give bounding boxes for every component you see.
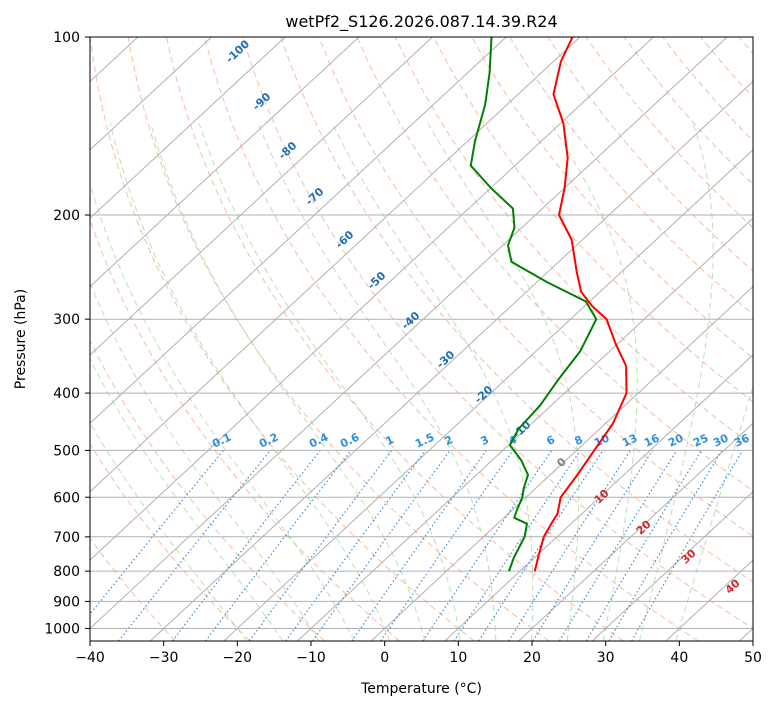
x-tick-label: 50 xyxy=(744,650,762,666)
x-tick-label: −10 xyxy=(296,650,326,666)
mixing-ratio-line xyxy=(422,450,553,641)
mixing-ratio-label: 25 xyxy=(691,431,710,449)
x-tick-label: −20 xyxy=(223,650,253,666)
x-tick-label: 0 xyxy=(380,650,389,666)
isotherm-line xyxy=(90,37,360,288)
mixing-ratio-label: 13 xyxy=(620,431,639,449)
isotherm-line xyxy=(297,217,753,641)
moist-adiabat xyxy=(90,282,320,641)
x-tick-label: −30 xyxy=(149,650,179,666)
y-tick-label: 800 xyxy=(53,564,80,580)
mixing-ratio-line xyxy=(312,450,451,641)
pressure-grid xyxy=(90,214,753,629)
x-tick-label: 10 xyxy=(449,650,467,666)
moist-adiabat xyxy=(90,357,284,641)
mixing-ratio-line xyxy=(118,450,271,641)
isotherm-line xyxy=(90,37,654,561)
y-tick-label: 900 xyxy=(53,594,80,610)
mixing-ratio-label: 30 xyxy=(711,431,731,449)
y-tick-label: 200 xyxy=(53,208,80,224)
isotherm-line xyxy=(518,422,753,641)
y-axis-title: Pressure (hPa) xyxy=(13,289,29,389)
dry-adiabat xyxy=(433,37,753,403)
dry-adiabat xyxy=(90,218,400,641)
isotherm-line xyxy=(90,37,728,630)
dry-adiabat xyxy=(127,37,550,641)
y-tick-label: 600 xyxy=(53,490,80,506)
mixing-ratio-line xyxy=(205,450,352,641)
mixing-ratio-line xyxy=(351,450,487,641)
dry-adiabat xyxy=(471,37,753,359)
x-tick-label: 30 xyxy=(597,650,615,666)
profile-series xyxy=(469,37,628,572)
dry-adiabat xyxy=(204,37,699,641)
dry-adiabat xyxy=(280,37,753,583)
mixing-ratio-line xyxy=(380,450,514,641)
y-tick-label: 100 xyxy=(53,30,80,46)
x-axis-title: Temperature (°C) xyxy=(360,681,482,697)
y-tick-label: 500 xyxy=(53,443,80,459)
dry-adiabat xyxy=(394,37,753,447)
mixing-ratio-line xyxy=(558,450,678,641)
dry-adiabat xyxy=(242,37,753,630)
isotherm-line xyxy=(90,37,212,151)
y-tick-label: 1000 xyxy=(44,621,80,637)
isotherm-line xyxy=(591,491,753,641)
mixing-ratio-label: 36 xyxy=(732,431,752,449)
isotherm-line xyxy=(90,37,286,219)
mixing-ratio-line xyxy=(285,450,426,641)
isotherm-line xyxy=(370,285,753,641)
mixing-ratio-line xyxy=(453,450,581,641)
temperature-profile-line xyxy=(533,37,628,572)
mixing-ratio-line xyxy=(508,450,631,641)
x-axis: −40 −30 −20 −10 0 10 20 30 40 50 xyxy=(75,641,762,666)
mixing-ratio-label: 16 xyxy=(642,431,662,449)
dry-adiabat xyxy=(90,442,251,641)
dry-adiabat xyxy=(165,37,624,641)
isotherm-line xyxy=(149,80,753,641)
isotherm-line xyxy=(90,37,581,493)
dry-adiabat xyxy=(356,37,753,492)
y-tick-label: 400 xyxy=(53,386,80,402)
y-tick-label: 300 xyxy=(53,312,80,328)
y-tick-label: 700 xyxy=(53,530,80,546)
mixing-ratio-line xyxy=(478,450,604,641)
chart-title: wetPf2_S126.2026.087.14.39.R24 xyxy=(285,12,557,32)
isotherm-line xyxy=(223,149,753,641)
plot-frame xyxy=(89,36,754,642)
isotherm-line xyxy=(90,37,507,425)
x-tick-label: −40 xyxy=(75,650,105,666)
x-tick-label: 20 xyxy=(523,650,541,666)
isotherm-line xyxy=(444,354,753,641)
mixing-ratio-line xyxy=(90,450,224,616)
mixing-ratio-label: 20 xyxy=(666,431,686,449)
dewpoint-profile-line xyxy=(469,37,598,572)
y-axis: 100 200 300 400 500 600 700 800 900 1000 xyxy=(44,30,90,637)
mixing-ratio-line xyxy=(248,450,393,641)
x-tick-label: 40 xyxy=(670,650,688,666)
isotherm-line xyxy=(90,37,433,356)
